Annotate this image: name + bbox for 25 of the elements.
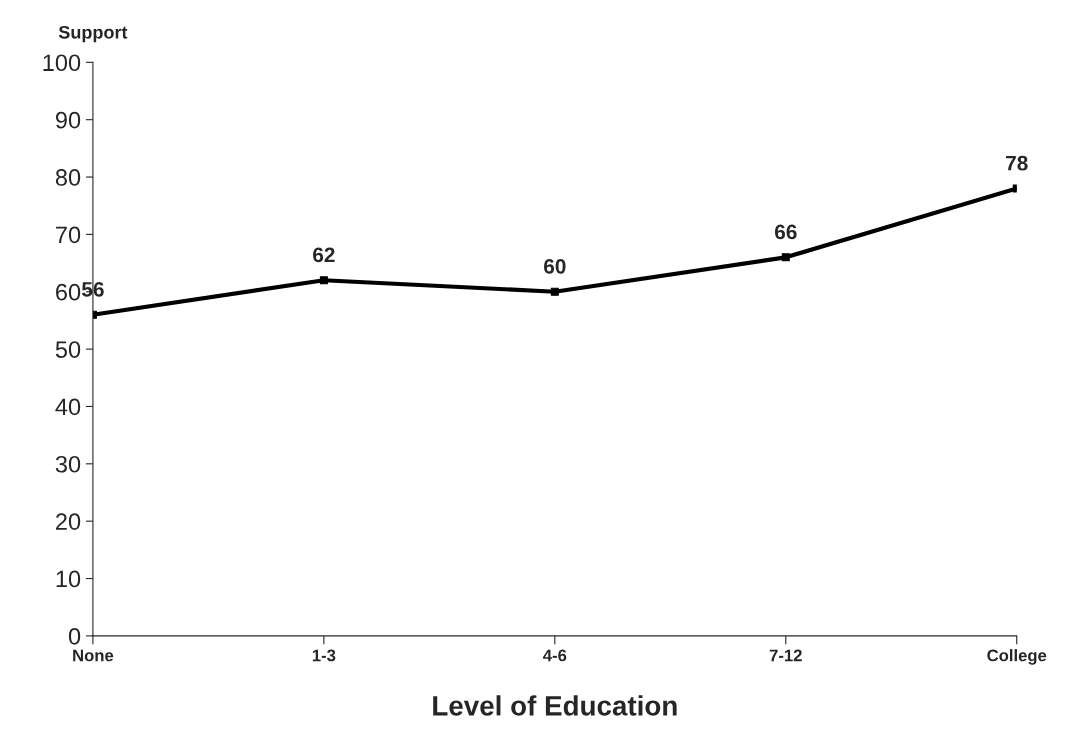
data-label: 60 [544, 259, 566, 274]
y-tick-label: 0 [68, 627, 81, 645]
point [781, 253, 790, 262]
y-tick-label: 30 [55, 455, 81, 473]
y-tick-label: 100 [43, 54, 81, 72]
y-tick-label: 50 [55, 341, 81, 358]
x-tick-label: None [73, 649, 114, 662]
data-label: 66 [774, 224, 797, 240]
x-tick-label: 4-6 [543, 649, 567, 662]
y-tick-label: 90 [55, 111, 81, 129]
y-tick-label: 40 [55, 398, 81, 416]
data-label: 78 [1006, 155, 1028, 171]
y-tick-label: 80 [55, 169, 81, 186]
point [550, 287, 559, 296]
x-axis-title: Level of Education [433, 695, 677, 716]
x-tick-label: 7-12 [769, 649, 802, 662]
y-axis-title: Support [58, 25, 128, 43]
point [319, 276, 328, 285]
x-tick-label: College [987, 649, 1047, 665]
y-tick-label: 70 [56, 226, 81, 244]
y-tick-label: 10 [56, 570, 81, 588]
y-tick-label: 20 [56, 513, 81, 530]
data-label: 62 [313, 247, 335, 263]
x-tick-label: 1-3 [312, 649, 336, 662]
y-tick-label: 60 [56, 283, 81, 301]
